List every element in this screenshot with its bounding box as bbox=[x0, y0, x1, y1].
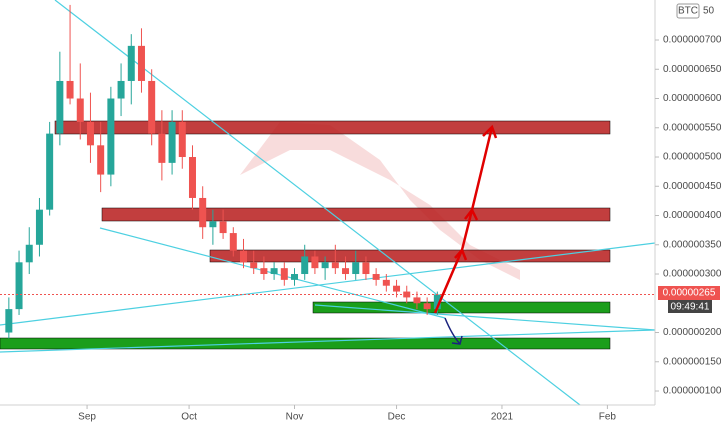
candle-body bbox=[342, 268, 350, 275]
candle-body bbox=[280, 268, 288, 280]
candle-body bbox=[239, 250, 247, 263]
candle-body bbox=[178, 121, 186, 158]
arrow-head bbox=[454, 247, 468, 261]
y-tick-label: 0.000000150 bbox=[663, 356, 721, 367]
x-tick-label: Oct bbox=[181, 412, 197, 423]
candle-body bbox=[56, 80, 64, 134]
candle-body bbox=[199, 197, 207, 228]
arrow-head bbox=[451, 335, 463, 345]
candle-body bbox=[188, 157, 196, 198]
candles bbox=[5, 4, 441, 339]
candle-body bbox=[76, 98, 84, 122]
candle-body bbox=[107, 98, 115, 175]
candle-body bbox=[86, 121, 94, 146]
candle-body bbox=[46, 133, 54, 210]
y-tick-label: 0.000000300 bbox=[663, 269, 721, 280]
y-tick-label: 0.000000350 bbox=[663, 239, 721, 250]
candle-body bbox=[148, 80, 156, 134]
y-tick-label: 0.000000550 bbox=[663, 122, 721, 133]
x-tick-label: Dec bbox=[388, 412, 406, 423]
resistance-zone bbox=[54, 120, 611, 135]
countdown: 09:49:41 bbox=[671, 302, 710, 313]
trend-line bbox=[0, 242, 656, 326]
candle-body bbox=[403, 291, 411, 298]
trend-line bbox=[0, 329, 656, 353]
candle-body bbox=[66, 80, 74, 99]
cloud bbox=[240, 122, 520, 280]
support-zone bbox=[0, 337, 611, 350]
candle-body bbox=[5, 309, 13, 333]
candle-body bbox=[15, 262, 23, 310]
resistance-zone bbox=[209, 249, 611, 263]
candle-body bbox=[127, 45, 135, 81]
arrow-head bbox=[482, 124, 498, 139]
resistance-zone bbox=[101, 207, 611, 222]
price-tag-label: 0.00000265 bbox=[663, 288, 716, 299]
candle-body bbox=[321, 262, 329, 269]
candle-body bbox=[372, 274, 380, 280]
candle-body bbox=[413, 297, 421, 304]
arrow-path bbox=[433, 126, 494, 314]
candle-body bbox=[423, 303, 431, 310]
x-tick-label: 2021 bbox=[491, 412, 514, 423]
candle-body bbox=[382, 279, 390, 286]
y-tick-label: 0.000000100 bbox=[663, 386, 721, 397]
projection-arrows bbox=[433, 124, 498, 314]
y-tick-label: 0.000000400 bbox=[663, 210, 721, 221]
candle-body bbox=[291, 274, 299, 280]
ichimoku-cloud bbox=[240, 122, 520, 280]
currency-box bbox=[676, 3, 700, 19]
candle-body bbox=[209, 221, 217, 228]
candle-body bbox=[393, 285, 401, 292]
trend-line bbox=[314, 304, 656, 331]
y-tick-label: 0.000000500 bbox=[663, 152, 721, 163]
candle-body bbox=[25, 244, 33, 263]
zones bbox=[0, 120, 611, 350]
x-tick-label: Nov bbox=[286, 412, 304, 423]
x-tick-label: Sep bbox=[78, 412, 96, 423]
y-tick-label: 0.000000450 bbox=[663, 181, 721, 192]
candle-body bbox=[250, 262, 258, 269]
candle-body bbox=[352, 262, 360, 275]
x-tick-label: Feb bbox=[599, 412, 617, 423]
candle-body bbox=[270, 268, 278, 275]
price-tag bbox=[658, 286, 720, 300]
candle-body bbox=[158, 133, 166, 163]
candle-body bbox=[229, 233, 237, 251]
arrow-head bbox=[464, 207, 479, 221]
candle-body bbox=[117, 80, 125, 99]
candle-body bbox=[331, 262, 339, 269]
candle-body bbox=[311, 256, 319, 269]
down-arrow bbox=[444, 317, 463, 345]
candle-body bbox=[362, 262, 370, 275]
candle-body bbox=[433, 294, 441, 310]
y-tick-label: 0.000000200 bbox=[663, 327, 721, 338]
candle-body bbox=[219, 221, 227, 234]
countdown-tag bbox=[668, 300, 712, 313]
y-tick-label: 0.000000600 bbox=[663, 93, 721, 104]
support-zone bbox=[312, 301, 611, 314]
candle-body bbox=[137, 45, 145, 81]
candle-body bbox=[260, 268, 268, 275]
candle-body bbox=[168, 121, 176, 163]
currency: BTC bbox=[678, 6, 698, 17]
candle-body bbox=[35, 209, 43, 245]
y-tick-label: 0.000000700 bbox=[663, 35, 721, 46]
y-tick-label: 0.000000650 bbox=[663, 64, 721, 75]
top-label: 50 bbox=[703, 6, 715, 17]
candle-body bbox=[97, 145, 105, 175]
arrow-path bbox=[444, 317, 461, 345]
candle-body bbox=[301, 256, 309, 275]
